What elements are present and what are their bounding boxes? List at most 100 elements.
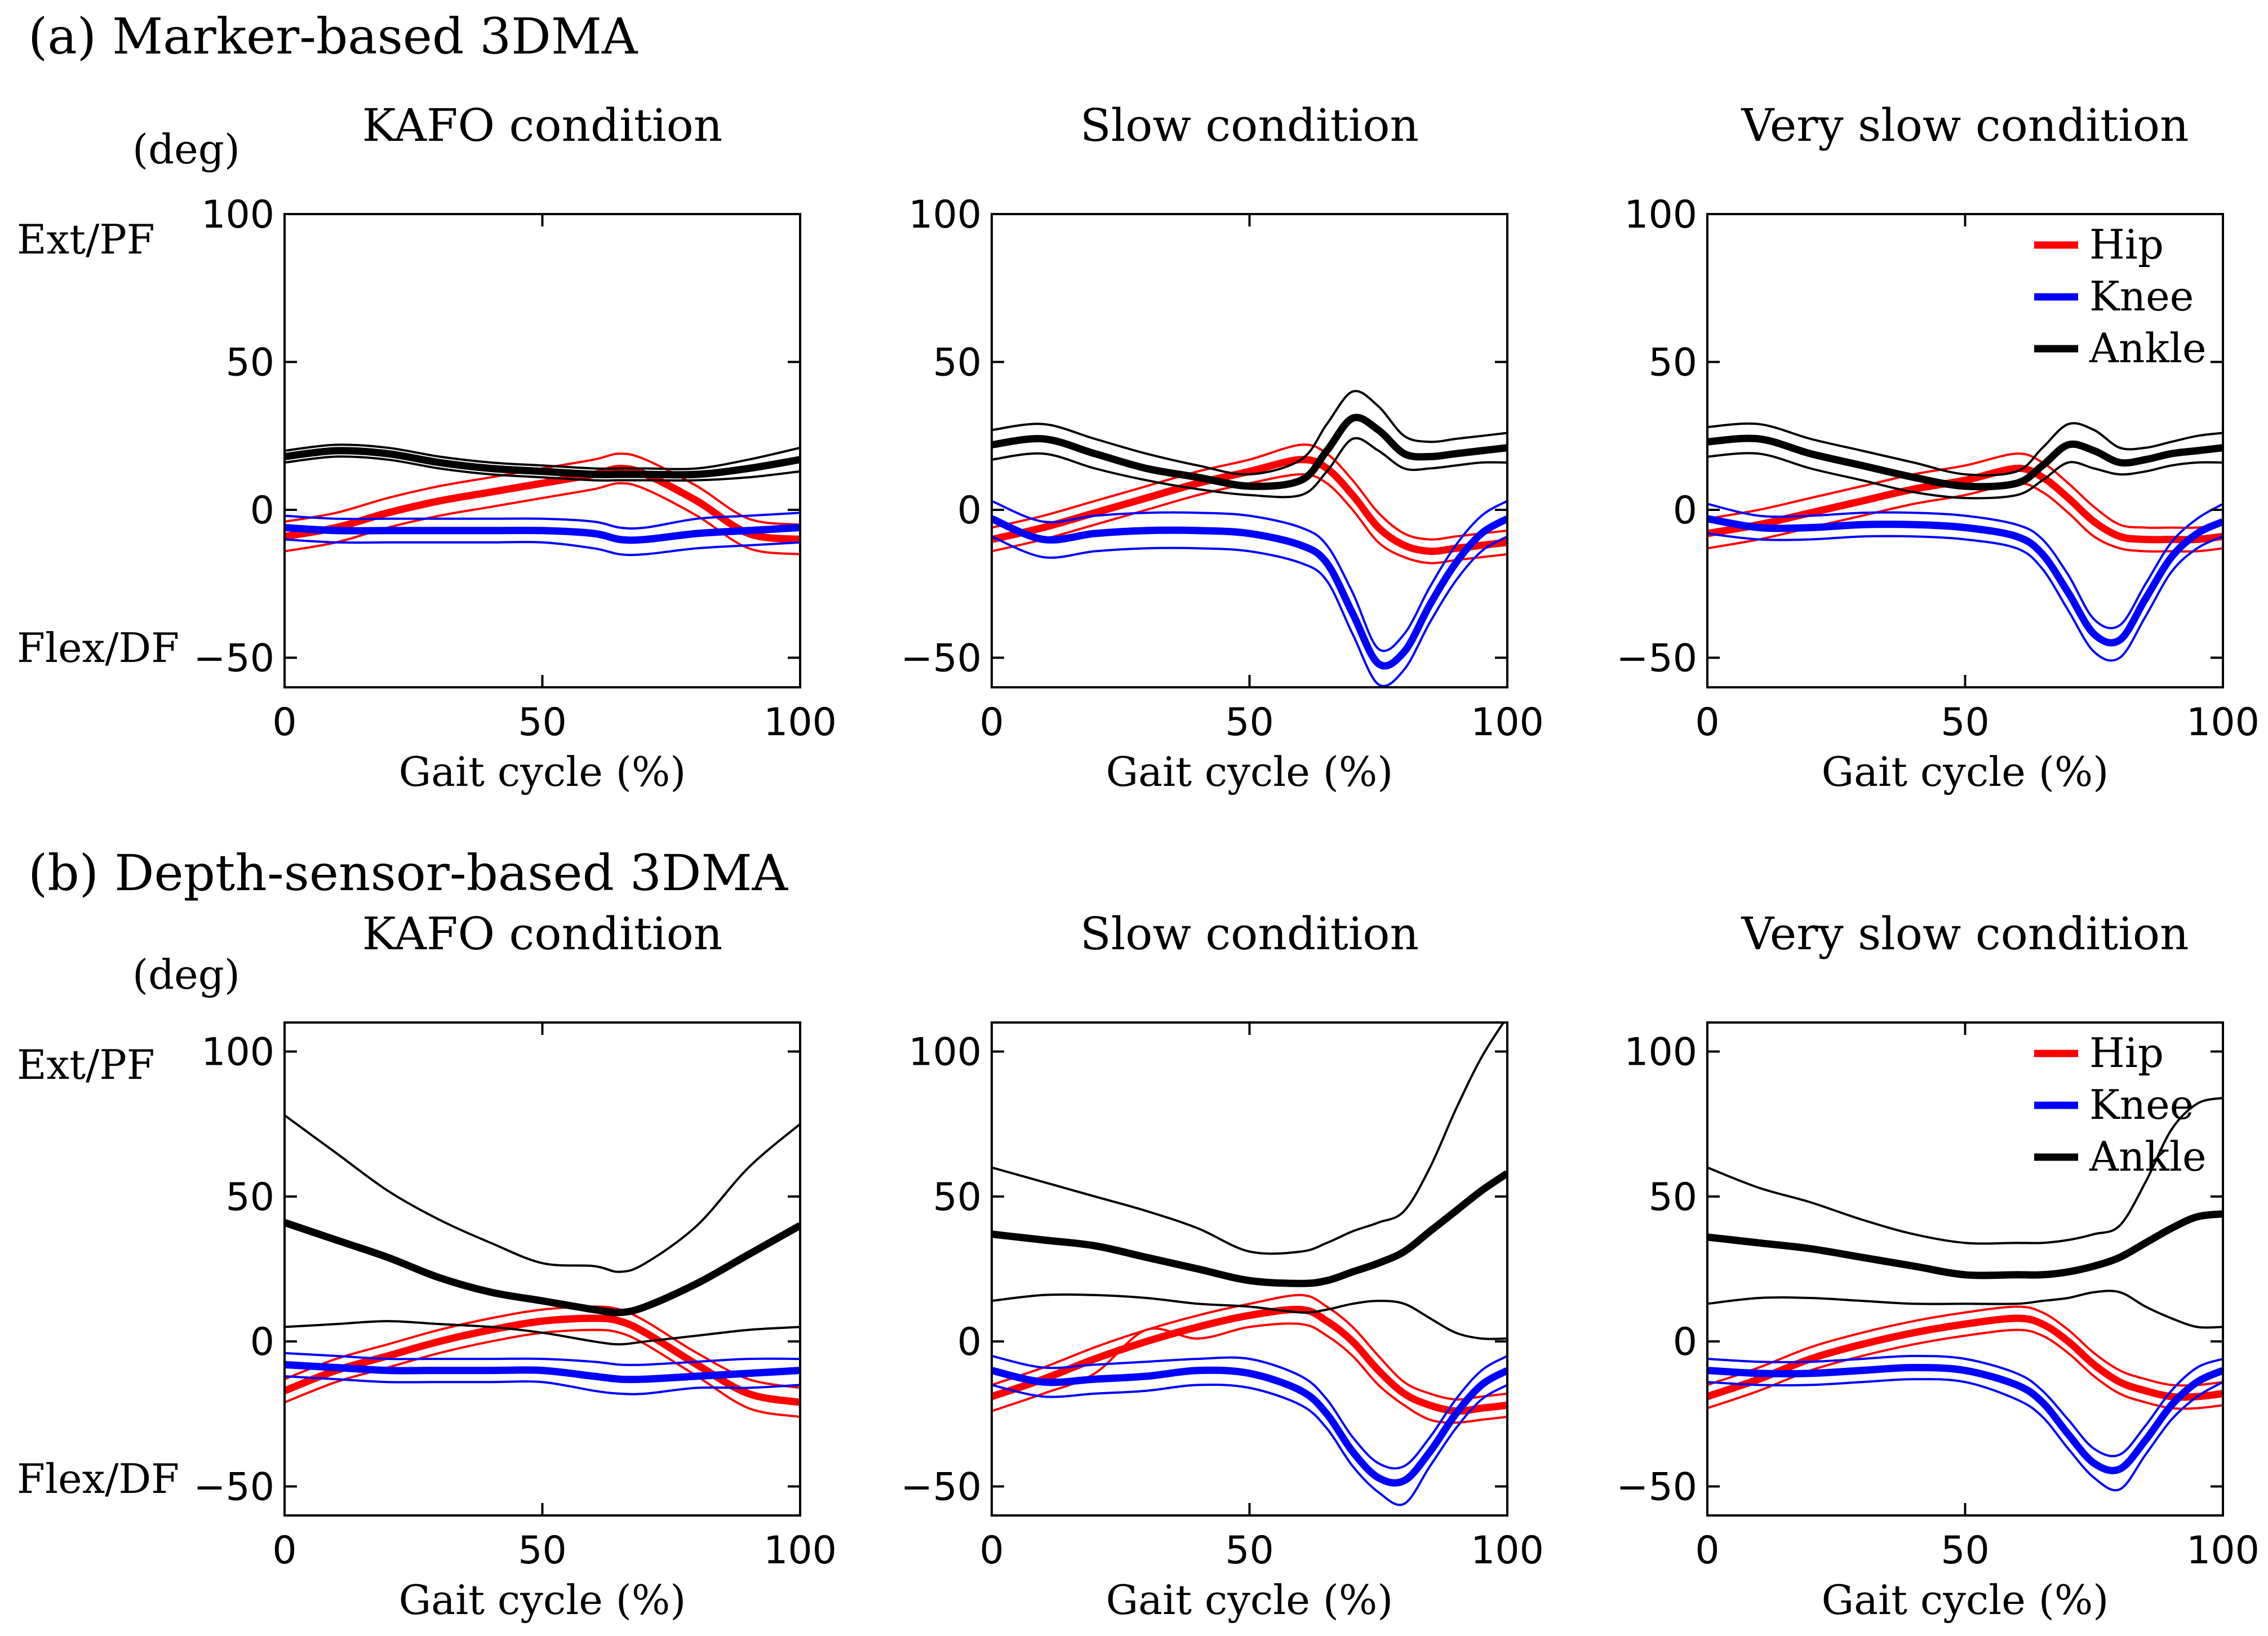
ankle-mean-line (992, 1170, 1507, 1287)
hip-mean-line (1707, 464, 2223, 544)
series-group (992, 1022, 1507, 1506)
y-tick-label: 50 (225, 1175, 274, 1220)
ankle-mean-line (1707, 1210, 2223, 1279)
chart-panel-a1: KAFO condition 100 50 0 −50 0 50 100 Gait cycle … (193, 99, 836, 795)
unit-label-a: (deg) (132, 126, 240, 173)
chart-panel-b2: Slow condition 100 50 0 −50 0 50 100 Gait cycle … (900, 908, 1543, 1624)
hip-mean-line (992, 1305, 1507, 1415)
x-axis-label: Gait cycle (%) (399, 1576, 686, 1624)
series-group (285, 1114, 800, 1418)
knee-mean-line (1707, 515, 2223, 647)
chart-title: KAFO condition (362, 99, 723, 152)
y-tick-label: 100 (201, 1030, 274, 1074)
knee-upper-band-line (992, 1354, 1507, 1470)
y-tick-label: −50 (900, 1465, 982, 1510)
x-tick-label: 0 (272, 700, 296, 745)
ankle-mean-line (285, 447, 800, 479)
chart-title: Slow condition (1080, 908, 1419, 960)
ankle-lower-band-line (992, 437, 1507, 499)
knee-mean-line (992, 1366, 1507, 1487)
x-tick-label: 50 (1941, 700, 1990, 745)
ankle-mean-line (285, 1219, 800, 1317)
y-tick-label: 0 (250, 1320, 274, 1364)
series-group (992, 390, 1507, 687)
chart-title: Very slow condition (1741, 908, 2189, 960)
axes-frame (991, 213, 1508, 688)
x-tick-label: 0 (272, 1528, 296, 1573)
hip-lower-band-line (992, 473, 1507, 564)
x-axis-label: Gait cycle (%) (1106, 1576, 1393, 1624)
y-tick-label: 0 (957, 488, 982, 533)
ext-label-b: Ext/PF (17, 1041, 155, 1088)
chart-panel-a3: Very slow condition 100 50 0 −50 0 50 100 Gait c… (1616, 99, 2259, 795)
ankle-lower-band-line (1707, 452, 2223, 500)
x-tick-label: 50 (518, 1528, 567, 1573)
ankle-upper-band-line (1707, 422, 2223, 477)
y-tick-label: −50 (1616, 1465, 1697, 1510)
x-tick-label: 100 (1471, 700, 1544, 745)
knee-lower-band-line (285, 538, 800, 557)
x-tick-label: 0 (979, 1528, 1004, 1573)
y-tick-label: 50 (225, 341, 274, 385)
y-tick-label: 50 (1648, 341, 1697, 385)
hip-upper-band-line (992, 1293, 1507, 1401)
x-tick-label: 0 (979, 700, 1004, 745)
series-group (1707, 1096, 2223, 1492)
ankle-lower-band-line (285, 1320, 800, 1346)
knee-upper-band-line (285, 1352, 800, 1366)
y-tick-label: −50 (900, 637, 982, 681)
x-axis-label: Gait cycle (%) (1822, 748, 2109, 795)
ankle-lower-band-line (1707, 1290, 2223, 1329)
y-tick-label: 50 (933, 341, 982, 385)
legend-label-knee: Knee (2089, 273, 2194, 320)
x-axis-label: Gait cycle (%) (399, 748, 686, 795)
legend-label-knee: Knee (2089, 1081, 2194, 1128)
hip-upper-band-line (1707, 1305, 2223, 1387)
knee-upper-band-line (992, 500, 1507, 652)
knee-lower-band-line (992, 1383, 1507, 1506)
y-tick-label: 50 (933, 1175, 982, 1220)
knee-lower-band-line (285, 1375, 800, 1395)
x-axis-label: Gait cycle (%) (1822, 1576, 2109, 1624)
knee-mean-line (992, 515, 1507, 670)
y-tick-label: −50 (1616, 637, 1697, 681)
knee-mean-line (1707, 1364, 2223, 1474)
x-tick-label: 0 (1695, 1528, 1719, 1573)
knee-upper-band-line (1707, 503, 2223, 629)
axes-frame (991, 1021, 1508, 1517)
y-tick-label: 100 (201, 193, 274, 237)
y-tick-label: −50 (193, 637, 274, 681)
y-tick-label: 50 (1648, 1175, 1697, 1220)
hip-upper-band-line (992, 443, 1507, 541)
x-tick-label: 50 (1225, 700, 1274, 745)
legend-label-ankle: Ankle (2089, 324, 2207, 372)
ankle-upper-band-line (1707, 1096, 2223, 1245)
x-tick-label: 50 (518, 700, 567, 745)
y-tick-label: 100 (908, 193, 982, 237)
y-tick-label: 100 (1624, 1030, 1697, 1074)
knee-mean-line (285, 1361, 800, 1384)
y-tick-label: 0 (1673, 1320, 1697, 1364)
section-a-title: (a) Marker-based 3DMA (28, 7, 638, 65)
section-b-title: (b) Depth-sensor-based 3DMA (28, 844, 789, 902)
knee-upper-band-line (285, 512, 800, 530)
series-group (285, 443, 800, 557)
legend-label-hip: Hip (2089, 1029, 2164, 1077)
unit-label-b: (deg) (132, 951, 240, 998)
x-tick-label: 100 (2186, 700, 2260, 745)
ext-label-a: Ext/PF (17, 216, 155, 263)
hip-mean-line (1707, 1314, 2223, 1401)
ankle-mean-line (992, 414, 1507, 490)
x-tick-label: 100 (764, 700, 837, 745)
x-tick-label: 50 (1941, 1528, 1990, 1573)
y-tick-label: 100 (908, 1030, 982, 1074)
x-tick-label: 100 (764, 1528, 837, 1573)
y-tick-label: 0 (957, 1320, 982, 1364)
y-tick-label: 0 (250, 488, 274, 533)
x-tick-label: 100 (2186, 1528, 2260, 1573)
x-axis-label: Gait cycle (%) (1106, 748, 1393, 795)
x-tick-label: 50 (1225, 1528, 1274, 1573)
ankle-upper-band-line (285, 443, 800, 470)
